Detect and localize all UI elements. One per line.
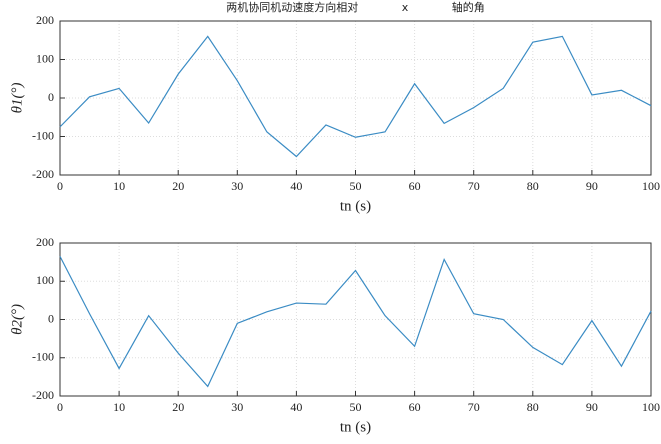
x-tick-label: 50: [350, 400, 362, 414]
x-tick-label: 80: [527, 400, 539, 414]
x-axis-label: tn (s): [340, 198, 371, 214]
data-line: [59, 256, 652, 388]
x-tick-label: 0: [57, 179, 63, 193]
data-line: [59, 35, 652, 158]
y-tick-label: 0: [48, 311, 54, 325]
x-tick-label: 70: [468, 400, 480, 414]
x-tick-label: 40: [290, 179, 302, 193]
y-tick-label: -100: [32, 350, 54, 364]
y-tick-label: -200: [32, 388, 54, 402]
x-tick-label: 10: [113, 179, 125, 193]
chart-title: 两机协同机动速度方向相对 x 轴的角: [226, 0, 485, 14]
x-tick-label: 60: [409, 179, 421, 193]
x-tick-label: 20: [172, 400, 184, 414]
y-tick-label: 200: [36, 13, 54, 27]
x-tick-label: 40: [290, 400, 302, 414]
x-axis-label: tn (s): [340, 419, 371, 435]
plot-box: [59, 242, 652, 397]
x-tick-label: 30: [231, 400, 243, 414]
x-tick-label: 30: [231, 179, 243, 193]
y-tick-label: -200: [32, 167, 54, 181]
y-tick-label: 200: [36, 235, 54, 249]
x-tick-label: 10: [113, 400, 125, 414]
x-tick-label: 90: [586, 400, 598, 414]
y-axis-label: θ1(°): [9, 83, 25, 114]
y-tick-label: -100: [32, 128, 54, 142]
x-tick-label: 50: [350, 179, 362, 193]
y-axis-label: θ2(°): [9, 304, 25, 335]
x-tick-label: 100: [642, 400, 660, 414]
y-tick-label: 100: [36, 273, 54, 287]
y-tick-label: 100: [36, 51, 54, 65]
x-tick-label: 60: [409, 400, 421, 414]
y-tick-label: 0: [48, 90, 54, 104]
plot-box: [59, 20, 652, 176]
x-tick-label: 0: [57, 400, 63, 414]
x-tick-label: 20: [172, 179, 184, 193]
x-tick-label: 100: [642, 179, 660, 193]
x-tick-label: 90: [586, 179, 598, 193]
x-tick-label: 70: [468, 179, 480, 193]
x-tick-label: 80: [527, 179, 539, 193]
